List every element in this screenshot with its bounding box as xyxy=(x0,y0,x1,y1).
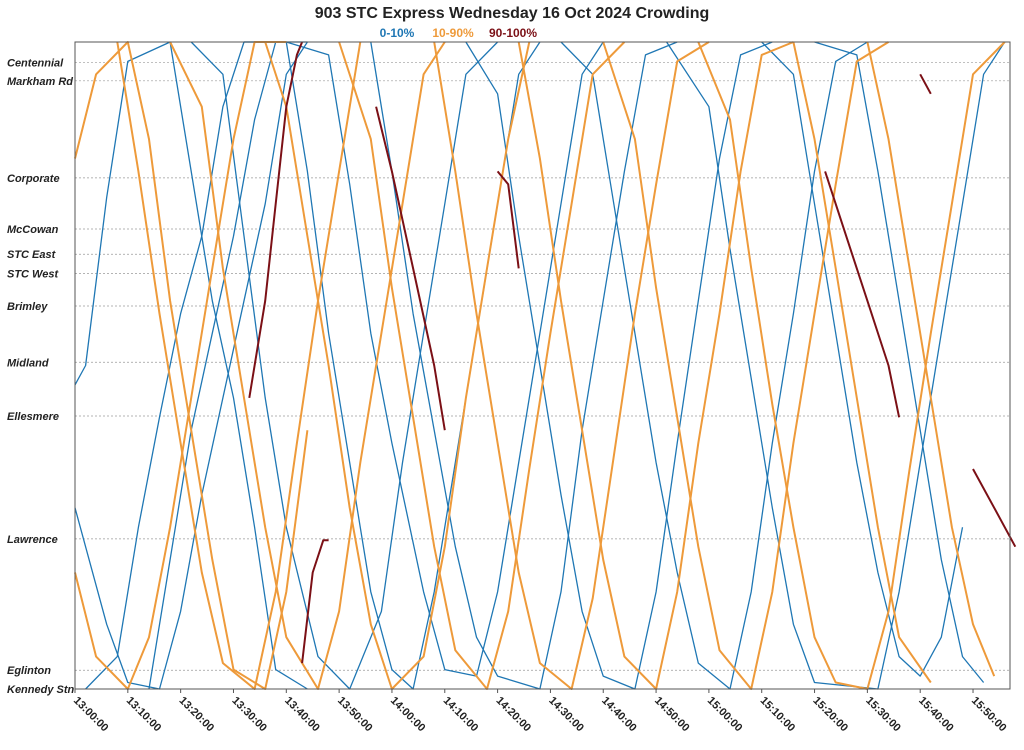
trip-line xyxy=(697,41,1006,690)
trip-line xyxy=(814,41,985,683)
x-tick-label: 13:50:00 xyxy=(335,695,375,735)
legend-entry-0-10: 0-10% xyxy=(380,26,415,40)
trip-line xyxy=(74,41,308,690)
x-tick-label: 13:00:00 xyxy=(71,695,111,735)
x-tick-label: 13:40:00 xyxy=(282,695,322,735)
x-tick-label: 14:00:00 xyxy=(388,695,428,735)
trip-line xyxy=(761,41,964,677)
trip-line xyxy=(301,539,329,664)
stop-label: Centennial xyxy=(7,58,64,70)
x-tick-label: 15:30:00 xyxy=(863,695,903,735)
stop-label: Midland xyxy=(7,357,49,369)
stop-label: STC East xyxy=(7,249,57,261)
trip-line xyxy=(74,41,287,690)
trip-line xyxy=(919,73,932,95)
trip-line xyxy=(496,170,520,269)
trip-line xyxy=(465,41,773,690)
trip-line xyxy=(148,41,308,690)
trip-line xyxy=(244,41,541,690)
trip-line xyxy=(264,41,531,690)
series-layer xyxy=(74,41,1017,690)
x-tick-label: 13:10:00 xyxy=(124,695,164,735)
trip-line xyxy=(85,41,266,690)
trip-line xyxy=(666,41,1006,690)
trip-line xyxy=(248,41,304,399)
trip-line xyxy=(792,41,932,684)
x-tick-label: 15:50:00 xyxy=(969,695,1009,735)
stop-label: Corporate xyxy=(7,173,60,185)
trip-line xyxy=(116,41,362,690)
x-axis: 13:00:00 13:10:00 13:20:00 13:30:00 13:40:00… xyxy=(71,689,1009,734)
x-tick-label: 14:10:00 xyxy=(441,695,481,735)
trip-line xyxy=(370,41,678,690)
stop-label: Brimley xyxy=(7,301,48,313)
stop-label: Eglinton xyxy=(7,665,51,677)
trip-line xyxy=(560,41,868,690)
plot-frame xyxy=(74,41,1011,690)
trip-line xyxy=(972,468,1017,548)
x-tick-label: 15:20:00 xyxy=(810,695,850,735)
x-tick-label: 15:10:00 xyxy=(758,695,798,735)
chart-title: 903 STC Express Wednesday 16 Oct 2024 Cr… xyxy=(315,5,710,22)
x-tick-label: 14:40:00 xyxy=(599,695,639,735)
x-tick-label: 14:50:00 xyxy=(652,695,692,735)
stop-label: Lawrence xyxy=(7,534,58,546)
stop-label: Kennedy Stn xyxy=(7,684,75,696)
stop-label: Ellesmere xyxy=(7,411,59,423)
x-tick-label: 15:40:00 xyxy=(916,695,956,735)
stop-labels: Centennial Markham Rd Corporate McCowan STC … xyxy=(7,58,75,696)
trip-line xyxy=(74,41,308,690)
trip-line xyxy=(74,41,309,690)
trip-line xyxy=(286,41,604,677)
x-tick-label: 13:30:00 xyxy=(229,695,269,735)
x-tick-label: 13:20:00 xyxy=(177,695,217,735)
trip-line xyxy=(824,171,901,418)
x-tick-label: 14:20:00 xyxy=(493,695,533,735)
stop-label: McCowan xyxy=(7,224,59,236)
stop-label: Markham Rd xyxy=(7,76,73,88)
stop-label: STC West xyxy=(7,269,59,281)
trip-line xyxy=(338,41,626,690)
legend-entry-10-90: 10-90% xyxy=(432,26,474,40)
trip-line xyxy=(866,41,996,677)
x-tick-label: 14:30:00 xyxy=(546,695,586,735)
x-tick-label: 15:00:00 xyxy=(705,695,745,735)
legend-entry-90-100: 90-100% xyxy=(489,26,537,40)
trip-line xyxy=(375,106,446,431)
